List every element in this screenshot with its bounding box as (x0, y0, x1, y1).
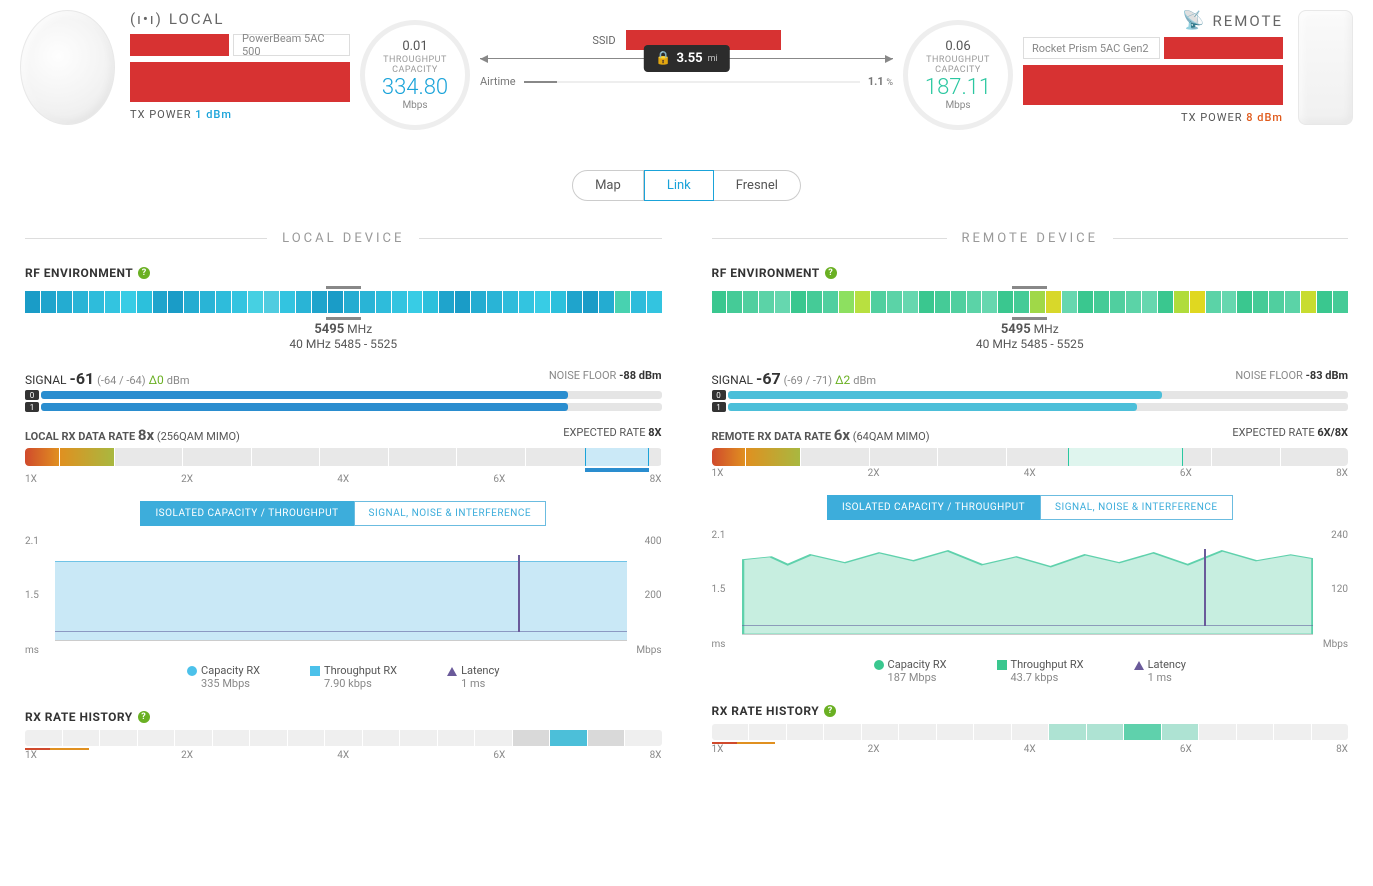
local-device-name: PowerBeam 5AC 500 (233, 34, 350, 56)
local-signal-label: SIGNAL -61 (-64 / -64) Δ0 dBm (25, 369, 189, 388)
remote-station: 📡 REMOTE Rocket Prism 5AC Gen2 TX POWER … (1023, 10, 1353, 125)
link-middle: SSID 🔒 3.55 mi Airtime 1.1 % (480, 10, 893, 88)
local-rx-rate-label: LOCAL RX DATA RATE 8x (256QAM MIMO) (25, 426, 240, 444)
remote-chart-legend: Capacity RX187 MbpsThroughput RX43.7 kbp… (712, 658, 1349, 684)
remote-device-image (1298, 10, 1353, 125)
tab-isolated-capacity[interactable]: ISOLATED CAPACITY / THROUGHPUT (140, 501, 353, 526)
local-redacted-bar-2 (130, 62, 350, 102)
remote-rx-history-bar (712, 724, 1349, 740)
remote-heading: 📡 REMOTE (1023, 10, 1283, 31)
ssid-label: SSID (592, 34, 615, 47)
tab-isolated-capacity[interactable]: ISOLATED CAPACITY / THROUGHPUT (827, 495, 1040, 520)
local-heading: (ı•ı) LOCAL (130, 10, 350, 28)
local-rf-spectrum[interactable] (25, 291, 662, 313)
tab-fresnel[interactable]: Fresnel (714, 170, 801, 201)
remote-rx-history-label: RX RATE HISTORY? (712, 704, 1349, 718)
header: (ı•ı) LOCAL PowerBeam 5AC 500 TX POWER 1… (0, 0, 1373, 150)
help-icon[interactable]: ? (825, 267, 837, 279)
remote-rate-bar (712, 448, 1349, 466)
local-freq-info: 5495 MHz 40 MHz 5485 - 5525 (25, 322, 662, 351)
remote-signal-label: SIGNAL -67 (-69 / -71) Δ2 dBm (712, 369, 876, 388)
remote-redacted-bar-1 (1164, 37, 1283, 59)
rate-axis: 1X2X4X6X8X (25, 474, 662, 485)
tab-link[interactable]: Link (644, 170, 714, 201)
distance-badge: 🔒 3.55 mi (643, 45, 729, 72)
local-signal-bars: 0 1 (25, 390, 662, 412)
remote-throughput-chart: 2.1 1.5 ms 240 120 Mbps (712, 530, 1349, 650)
local-expected-rate: EXPECTED RATE 8X (563, 426, 661, 444)
help-icon[interactable]: ? (138, 267, 150, 279)
view-tabs: Map Link Fresnel (0, 170, 1373, 201)
local-station: (ı•ı) LOCAL PowerBeam 5AC 500 TX POWER 1… (20, 10, 350, 125)
remote-freq-info: 5495 MHz 40 MHz 5485 - 5525 (712, 322, 1349, 351)
tab-signal-noise[interactable]: SIGNAL, NOISE & INTERFERENCE (1040, 495, 1233, 520)
tower-icon: 📡 (1182, 10, 1206, 31)
local-noise-floor: NOISE FLOOR -88 dBm (549, 369, 662, 388)
local-section-header: LOCAL DEVICE (267, 231, 419, 246)
remote-rx-rate-label: REMOTE RX DATA RATE 6x (64QAM MIMO) (712, 426, 930, 444)
local-rate-bar (25, 448, 662, 466)
local-redacted-bar-1 (130, 34, 229, 56)
local-throughput-chart: 2.1 1.5 ms 400 200 Mbps (25, 536, 662, 656)
help-icon[interactable]: ? (138, 711, 150, 723)
history-axis: 1X2X4X6X8X (25, 750, 662, 761)
local-rx-history-bar (25, 730, 662, 746)
tab-signal-noise[interactable]: SIGNAL, NOISE & INTERFERENCE (354, 501, 547, 526)
remote-rf-env-label: RF ENVIRONMENT? (712, 266, 1349, 280)
local-rx-history-label: RX RATE HISTORY? (25, 710, 662, 724)
remote-signal-bars: 0 1 (712, 390, 1349, 412)
airtime-value: 1.1 % (868, 75, 893, 88)
remote-throughput-gauge: 0.06 THROUGHPUT CAPACITY 187.11 Mbps (903, 20, 1013, 130)
tab-map[interactable]: Map (572, 170, 644, 201)
local-throughput-gauge: 0.01 THROUGHPUT CAPACITY 334.80 Mbps (360, 20, 470, 130)
lock-icon: 🔒 (655, 51, 671, 66)
remote-noise-floor: NOISE FLOOR -83 dBm (1235, 369, 1348, 388)
remote-device-name: Rocket Prism 5AC Gen2 (1023, 37, 1160, 59)
remote-expected-rate: EXPECTED RATE 6X/8X (1232, 426, 1348, 444)
remote-section-header: REMOTE DEVICE (947, 231, 1113, 246)
local-device-column: LOCAL DEVICE RF ENVIRONMENT? 5495 MHz 40… (25, 231, 662, 777)
remote-tx-power: TX POWER 8 dBm (1023, 111, 1283, 124)
antenna-icon: (ı•ı) (130, 10, 163, 28)
local-chart-legend: Capacity RX335 MbpsThroughput RX7.90 kbp… (25, 664, 662, 690)
remote-device-column: REMOTE DEVICE RF ENVIRONMENT? 5495 MHz 4… (712, 231, 1349, 777)
help-icon[interactable]: ? (824, 705, 836, 717)
local-tx-power: TX POWER 1 dBm (130, 108, 350, 121)
rate-axis: 1X2X4X6X8X (712, 468, 1349, 479)
remote-redacted-bar-2 (1023, 65, 1283, 105)
airtime-label: Airtime (480, 75, 516, 88)
remote-rf-spectrum[interactable] (712, 291, 1349, 313)
history-axis: 1X2X4X6X8X (712, 744, 1349, 755)
local-rf-env-label: RF ENVIRONMENT? (25, 266, 662, 280)
airtime-bar (524, 81, 860, 83)
local-device-image (20, 10, 115, 125)
